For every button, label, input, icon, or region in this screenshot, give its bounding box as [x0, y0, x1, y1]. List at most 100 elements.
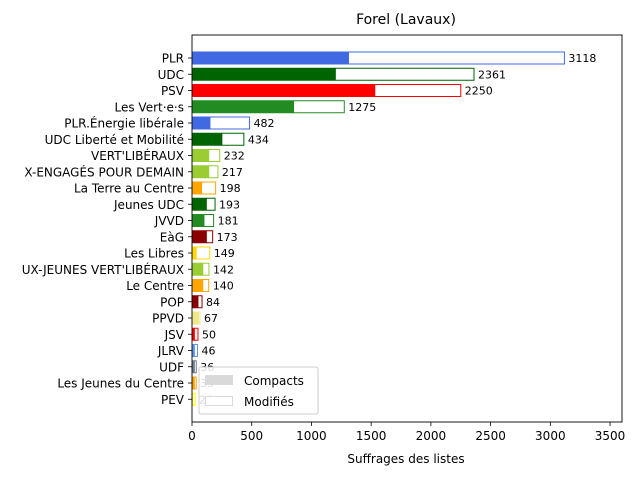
bar-modified	[193, 327, 199, 341]
bar-modified	[201, 181, 217, 195]
x-tick-label: 0	[188, 429, 196, 443]
y-tick-label: Jeunes UDC	[113, 198, 184, 212]
y-tick-label: Les Libres	[124, 247, 184, 261]
y-tick-label: Les Jeunes du Centre	[57, 377, 184, 391]
y-tick-label: Le Centre	[126, 279, 184, 293]
y-tick-label: UX-JEUNES VERT'LIBÉRAUX	[22, 262, 184, 277]
bar-compact	[192, 149, 209, 162]
bar-compact	[192, 100, 294, 114]
x-tick-label: 1000	[296, 429, 327, 443]
bar-modified	[202, 279, 210, 292]
bar-value-label: 142	[213, 263, 234, 276]
x-tick-label: 3000	[535, 429, 566, 443]
bar-modified	[205, 197, 216, 211]
bar-modified	[203, 214, 215, 227]
bar-value-label: 2250	[465, 85, 493, 98]
legend-swatch-compact	[205, 375, 233, 385]
bar-modified	[334, 67, 475, 81]
bar-value-label: 198	[220, 182, 241, 195]
bar-modified	[195, 246, 211, 260]
bar-compact	[192, 67, 336, 81]
bar-compact	[192, 327, 195, 341]
bar-value-label: 149	[214, 247, 235, 260]
y-tick-label: X-ENGAGÉS POUR DEMAIN	[24, 164, 184, 179]
y-tick-label: JVVD	[154, 214, 184, 228]
bar-modified	[209, 116, 251, 130]
legend-label: Modifiés	[244, 395, 294, 409]
y-tick-label: UDC	[158, 68, 184, 82]
y-tick-label: POP	[160, 295, 184, 309]
legend: Compacts Modifiés	[198, 366, 319, 415]
y-tick-label: PPVD	[152, 312, 184, 326]
y-tick-label: PEV	[161, 393, 185, 407]
x-tick-label: 2000	[416, 429, 447, 443]
bar-compact	[192, 311, 199, 325]
y-tick-label: JLRV	[157, 344, 185, 358]
bar-modified	[347, 51, 565, 65]
y-tick-label: PLR.Énergie libérale	[64, 116, 184, 131]
bar-modified	[202, 262, 210, 276]
legend-swatch-modified	[205, 396, 233, 406]
bar-modified	[197, 295, 203, 309]
bar-value-label: 482	[254, 117, 275, 130]
bar-modified	[193, 376, 197, 390]
bar-value-label: 84	[206, 296, 220, 309]
y-tick-label: Les Vert·e·s	[115, 100, 185, 114]
y-axis: PLR UDC PSV Les Vert·e·s PLR.Énergie libéral…	[22, 52, 192, 407]
bar-compact	[192, 279, 203, 292]
bar-value-label: 193	[219, 198, 240, 211]
bar-compact	[192, 295, 198, 309]
x-tick-label: 500	[240, 429, 263, 443]
bar-value-label: 181	[218, 215, 239, 228]
y-tick-label: PLR	[162, 52, 184, 66]
bar-value-label: 217	[222, 166, 243, 179]
bar-compact	[192, 84, 375, 97]
legend-label: Compacts	[244, 374, 304, 388]
bar-modified	[293, 100, 345, 114]
bar-value-label: 1275	[348, 101, 376, 114]
x-tick-label: 3500	[595, 429, 626, 443]
bar-modified	[193, 344, 198, 357]
bar-value-label: 2361	[478, 68, 506, 81]
bar-modified	[221, 132, 245, 146]
y-tick-label: VERT'LIBÉRAUX	[91, 148, 184, 163]
bar-modified	[208, 165, 219, 179]
bar-compact	[192, 230, 207, 244]
x-tick-label: 2500	[475, 429, 506, 443]
bar-modified	[374, 84, 462, 97]
bar-compact	[192, 344, 195, 357]
bar-modified	[192, 392, 196, 406]
plot-frame	[191, 34, 623, 423]
bar-value-label: 434	[248, 133, 269, 146]
bar-modified	[208, 149, 221, 162]
bar-modified	[198, 311, 201, 325]
bar-value-label: 50	[202, 328, 216, 341]
bar-compact	[192, 360, 195, 374]
bar-compact	[192, 51, 349, 65]
y-tick-label: JSV	[164, 328, 185, 342]
bar-modified	[193, 360, 197, 374]
y-tick-label: UDC Liberté et Mobilité	[45, 133, 184, 147]
bar-value-label: 173	[217, 231, 238, 244]
bar-compact	[192, 262, 203, 276]
y-tick-label: UDF	[159, 360, 184, 374]
bar-compact	[192, 132, 222, 146]
bar-value-label: 232	[224, 150, 245, 163]
x-axis: 0 500 1000 1500 2000 2500 3000 3500	[188, 422, 625, 443]
y-tick-label: La Terre au Centre	[74, 182, 184, 196]
bar-compact	[192, 165, 209, 179]
y-tick-label: PSV	[161, 84, 185, 98]
bar-value-label: 67	[204, 312, 218, 325]
bar-modified	[205, 230, 214, 244]
bar-compact	[192, 246, 197, 260]
x-axis-label: Suffrages des listes	[347, 452, 464, 466]
bar-compact	[192, 214, 204, 227]
bar-value-label: 3118	[568, 52, 596, 65]
y-tick-label: EàG	[160, 230, 184, 244]
chart-title: Forel (Lavaux)	[356, 12, 456, 28]
bar-value-label: 140	[213, 280, 234, 293]
bar-compact	[192, 181, 202, 195]
bar-compact	[192, 376, 195, 390]
